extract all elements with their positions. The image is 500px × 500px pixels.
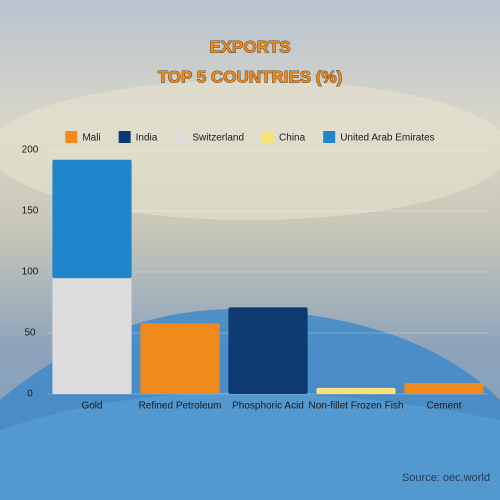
y-tick-label: 150 [22, 206, 39, 217]
x-tick-label: Refined Petroleum [139, 401, 222, 412]
bar-segment [316, 387, 396, 394]
x-tick-label: Phosphoric Acid [232, 401, 304, 412]
y-tick-label: 0 [27, 389, 33, 400]
legend-label: Mali [82, 133, 100, 144]
legend-item: India [118, 131, 158, 144]
legend-swatch [65, 131, 78, 143]
bar-segment [228, 307, 308, 394]
y-tick-label: 100 [22, 267, 39, 278]
y-tick-label: 50 [24, 328, 36, 339]
chart-subtitle: TOP 5 COUNTRIES (%) [158, 67, 343, 86]
x-tick-label: Cement [426, 401, 461, 412]
bar-segment [52, 159, 132, 279]
legend-swatch [323, 131, 336, 143]
legend-swatch [118, 131, 131, 143]
x-tick-label: Gold [81, 401, 102, 412]
y-tick-label: 200 [22, 145, 39, 156]
legend-label: India [136, 133, 158, 144]
legend-item: United Arab Emirates [323, 131, 435, 144]
legend-swatch [175, 131, 188, 143]
legend-item: Switzerland [175, 131, 244, 144]
legend-label: Switzerland [192, 133, 244, 144]
legend-label: United Arab Emirates [340, 133, 435, 144]
background-wave [0, 392, 500, 500]
bar-segment [404, 383, 484, 394]
chart-title: EXPORTS [209, 37, 290, 56]
legend-label: China [279, 133, 306, 144]
legend-swatch [262, 131, 275, 143]
bar-segment [140, 323, 220, 394]
legend-item: Mali [65, 131, 101, 144]
legend-item: China [262, 131, 306, 144]
legend: Mali India Switzerland China United Arab Emi… [65, 131, 435, 144]
bar-segment [52, 278, 132, 394]
source: Source: oec.world [402, 472, 490, 484]
x-tick-label: Non-fillet Frozen Fish [308, 401, 403, 412]
